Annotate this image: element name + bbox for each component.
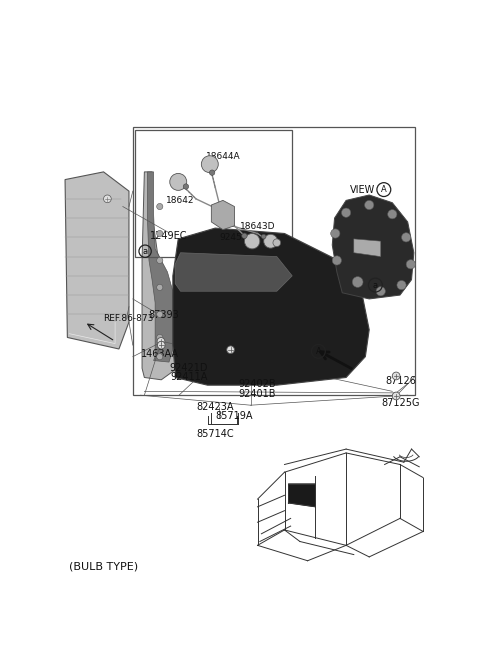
Circle shape [388,210,397,219]
Text: 1463AA: 1463AA [141,350,179,359]
Text: 92401B: 92401B [238,388,276,399]
Circle shape [104,195,111,203]
Circle shape [157,338,165,345]
Circle shape [209,170,215,175]
Polygon shape [332,195,414,299]
Circle shape [392,372,400,380]
Circle shape [365,200,374,210]
Circle shape [157,341,165,349]
Circle shape [262,234,266,239]
Text: 85714C: 85714C [196,428,234,439]
Text: 87125G: 87125G [382,398,420,408]
Text: 87126: 87126 [385,377,416,386]
Polygon shape [147,172,173,362]
Circle shape [402,233,411,242]
Circle shape [156,284,163,291]
Text: 85719A: 85719A [216,411,253,421]
Circle shape [242,233,247,239]
Circle shape [183,184,189,189]
Text: 92411A: 92411A [170,373,208,382]
Text: REF.86-873: REF.86-873 [103,314,154,323]
Polygon shape [211,200,234,230]
Circle shape [156,311,163,318]
Text: 18644A: 18644A [205,152,240,161]
Text: A: A [381,185,387,194]
Circle shape [227,346,234,354]
Polygon shape [142,172,175,380]
Polygon shape [354,239,381,256]
Text: a: a [143,247,148,256]
Circle shape [264,234,277,248]
Text: VIEW: VIEW [349,184,375,195]
Text: (BULB TYPE): (BULB TYPE) [69,561,138,571]
Circle shape [156,230,163,237]
Circle shape [397,281,406,290]
Polygon shape [173,228,369,385]
Circle shape [170,173,187,190]
Text: 1249EC: 1249EC [150,231,188,241]
Text: 18642: 18642 [166,196,195,205]
Text: a: a [373,281,378,289]
Circle shape [376,287,385,296]
Circle shape [352,277,363,287]
Circle shape [244,234,260,249]
Circle shape [156,257,163,264]
Circle shape [406,260,415,269]
Circle shape [201,155,218,173]
Circle shape [156,203,163,210]
Bar [133,127,415,395]
Text: 18643D: 18643D [240,222,276,231]
Circle shape [156,354,163,359]
Polygon shape [288,483,315,507]
Circle shape [331,229,340,238]
Circle shape [332,256,341,265]
Circle shape [392,392,400,400]
Text: 92450A: 92450A [219,233,254,242]
Polygon shape [175,253,292,291]
Text: A: A [315,347,321,356]
Circle shape [341,208,351,217]
Polygon shape [65,172,129,349]
Text: 87393: 87393 [148,310,179,320]
Text: 92421D: 92421D [170,363,208,373]
Text: 82423A: 82423A [196,401,234,412]
Bar [135,129,292,256]
Text: 92402B: 92402B [238,379,276,388]
Circle shape [156,335,163,340]
Circle shape [273,239,281,247]
